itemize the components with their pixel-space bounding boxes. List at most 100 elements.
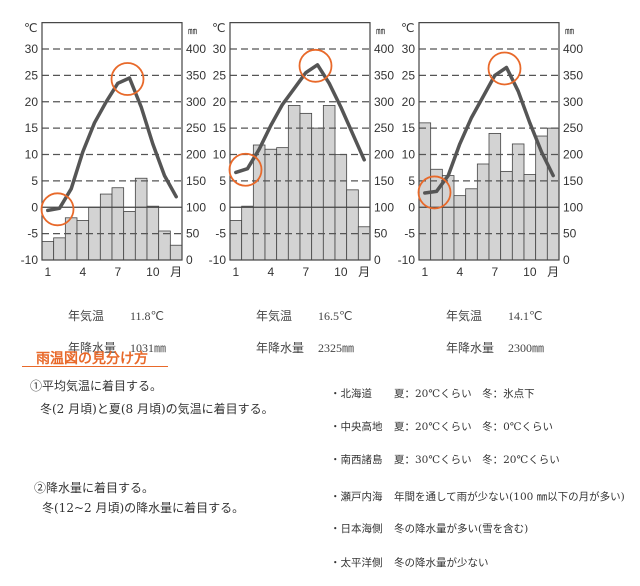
region-name: ・日本海側 bbox=[330, 523, 383, 535]
temperature-line bbox=[423, 65, 555, 195]
point2-detail: 冬(12~2 月頃)の降水量に着目する。 bbox=[42, 501, 245, 515]
left-tick-label: 20 bbox=[402, 95, 416, 109]
region-name: ・南西諸島 bbox=[330, 454, 383, 466]
precip-bar bbox=[441, 175, 455, 261]
region-item: ・北海道 夏：20℃くらい 冬：氷点下 bbox=[330, 386, 535, 401]
left-tick-label: -10 bbox=[209, 253, 227, 267]
right-tick-label: 100 bbox=[563, 200, 583, 214]
left-tick-label: 10 bbox=[25, 148, 39, 162]
left-tick-label: -5 bbox=[27, 227, 38, 241]
month-tick-label: 10 bbox=[334, 265, 348, 279]
left-tick-label: -5 bbox=[215, 227, 226, 241]
precip-bar bbox=[229, 220, 243, 261]
left-tick-label: 20 bbox=[213, 95, 227, 109]
annual-temp-value: 14.1℃ bbox=[508, 309, 543, 323]
month-tick-label: 4 bbox=[456, 265, 463, 279]
month-tick-label: 1 bbox=[421, 265, 428, 279]
left-tick-label: 20 bbox=[25, 95, 39, 109]
precip-bar bbox=[53, 237, 66, 261]
point2: ②降水量に着目する。 bbox=[34, 481, 155, 495]
celsius-unit: ℃ bbox=[401, 21, 414, 35]
region-item: ・瀬戸内海 年間を通して雨が少ない(100 ㎜以下の月が多い) bbox=[330, 489, 625, 504]
month-tick-label: 1 bbox=[232, 265, 239, 279]
celsius-unit: ℃ bbox=[24, 21, 37, 35]
left-tick-label: 0 bbox=[31, 200, 38, 214]
left-tick-label: 30 bbox=[25, 42, 39, 56]
plot-frame bbox=[418, 22, 560, 261]
annual-temp-label: 年気温 bbox=[68, 309, 105, 323]
right-tick-label: 350 bbox=[563, 68, 583, 82]
left-tick-label: 15 bbox=[213, 121, 227, 135]
right-tick-label: 400 bbox=[374, 42, 394, 56]
precip-bar bbox=[158, 230, 171, 261]
precip-bar bbox=[346, 189, 359, 261]
left-tick-label: 25 bbox=[213, 68, 227, 82]
month-tick-label: 7 bbox=[114, 265, 121, 279]
region-desc: 年間を通して雨が少ない(100 ㎜以下の月が多い) bbox=[394, 491, 625, 503]
precip-bar bbox=[264, 148, 278, 261]
climate-chart-1: 302520151050-5-1040035030025020015010050… bbox=[21, 21, 207, 279]
precip-bar bbox=[430, 168, 443, 261]
right-tick-label: 300 bbox=[374, 95, 394, 109]
annual-temp-label: 年気温 bbox=[446, 309, 483, 323]
month-tick-label: 月 bbox=[358, 265, 370, 279]
left-tick-label: 0 bbox=[219, 200, 226, 214]
right-tick-label: 50 bbox=[186, 227, 200, 241]
chart1-stats: 年気温 11.8℃ 年降水量 1031㎜ bbox=[62, 292, 166, 356]
precip-bar bbox=[465, 188, 478, 261]
right-tick-label: 300 bbox=[186, 95, 206, 109]
left-tick-label: 30 bbox=[402, 42, 416, 56]
region-desc: 夏：20℃くらい 冬：氷点下 bbox=[394, 388, 535, 400]
precip-bar bbox=[500, 170, 513, 261]
region-desc: 冬の降水量が多い(雪を含む) bbox=[394, 523, 529, 535]
annual-precip-value: 2325㎜ bbox=[318, 341, 355, 355]
left-tick-label: -10 bbox=[21, 253, 39, 267]
plot-frame bbox=[41, 22, 183, 261]
left-tick-label: 0 bbox=[408, 200, 415, 214]
left-tick-label: 30 bbox=[213, 42, 227, 56]
month-tick-label: 10 bbox=[146, 265, 160, 279]
right-tick-label: 400 bbox=[563, 42, 583, 56]
right-tick-label: 50 bbox=[563, 227, 577, 241]
annual-precip-label: 年降水量 bbox=[68, 341, 117, 355]
annual-precip-label: 年降水量 bbox=[256, 341, 305, 355]
left-tick-label: 25 bbox=[402, 68, 416, 82]
right-tick-label: 100 bbox=[186, 200, 206, 214]
left-tick-label: 25 bbox=[25, 68, 39, 82]
precip-bar bbox=[311, 127, 324, 261]
precip-bar bbox=[488, 132, 502, 261]
annual-temp-value: 16.5℃ bbox=[318, 309, 353, 323]
left-tick-label: 5 bbox=[408, 174, 415, 188]
climate-chart-3: 302520151050-5-1040035030025020015010050… bbox=[398, 21, 584, 279]
right-tick-label: 150 bbox=[374, 174, 394, 188]
month-tick-label: 月 bbox=[547, 265, 559, 279]
annual-temp-label: 年気温 bbox=[256, 309, 293, 323]
precip-bar bbox=[453, 195, 467, 261]
precip-bar bbox=[299, 112, 313, 261]
left-tick-label: 15 bbox=[402, 121, 416, 135]
right-tick-label: 250 bbox=[186, 121, 206, 135]
precip-bar bbox=[99, 193, 113, 261]
highlight-circle bbox=[40, 192, 75, 227]
right-tick-label: 250 bbox=[563, 121, 583, 135]
region-name: ・中央高地 bbox=[330, 421, 383, 433]
left-tick-label: -10 bbox=[398, 253, 416, 267]
right-tick-label: 0 bbox=[563, 253, 570, 267]
mm-unit: ㎜ bbox=[565, 27, 574, 37]
region-item: ・太平洋側 冬の降水量が少ない bbox=[330, 555, 489, 570]
right-tick-label: 50 bbox=[374, 227, 388, 241]
left-tick-label: 10 bbox=[402, 148, 416, 162]
right-tick-label: 0 bbox=[186, 253, 193, 267]
right-tick-label: 250 bbox=[374, 121, 394, 135]
guide-title: 雨温図の見分け方 bbox=[36, 351, 148, 367]
precip-bar bbox=[123, 211, 136, 261]
precip-bar bbox=[111, 187, 125, 261]
month-tick-label: 月 bbox=[170, 265, 182, 279]
region-item: ・南西諸島 夏：30℃くらい 冬：20℃くらい bbox=[330, 452, 560, 467]
right-tick-label: 200 bbox=[374, 148, 394, 162]
precip-bar bbox=[41, 241, 55, 261]
left-tick-label: 5 bbox=[31, 174, 38, 188]
annual-temp-value: 11.8℃ bbox=[130, 309, 165, 323]
temperature-line bbox=[234, 63, 366, 175]
precip-bar bbox=[276, 147, 289, 261]
